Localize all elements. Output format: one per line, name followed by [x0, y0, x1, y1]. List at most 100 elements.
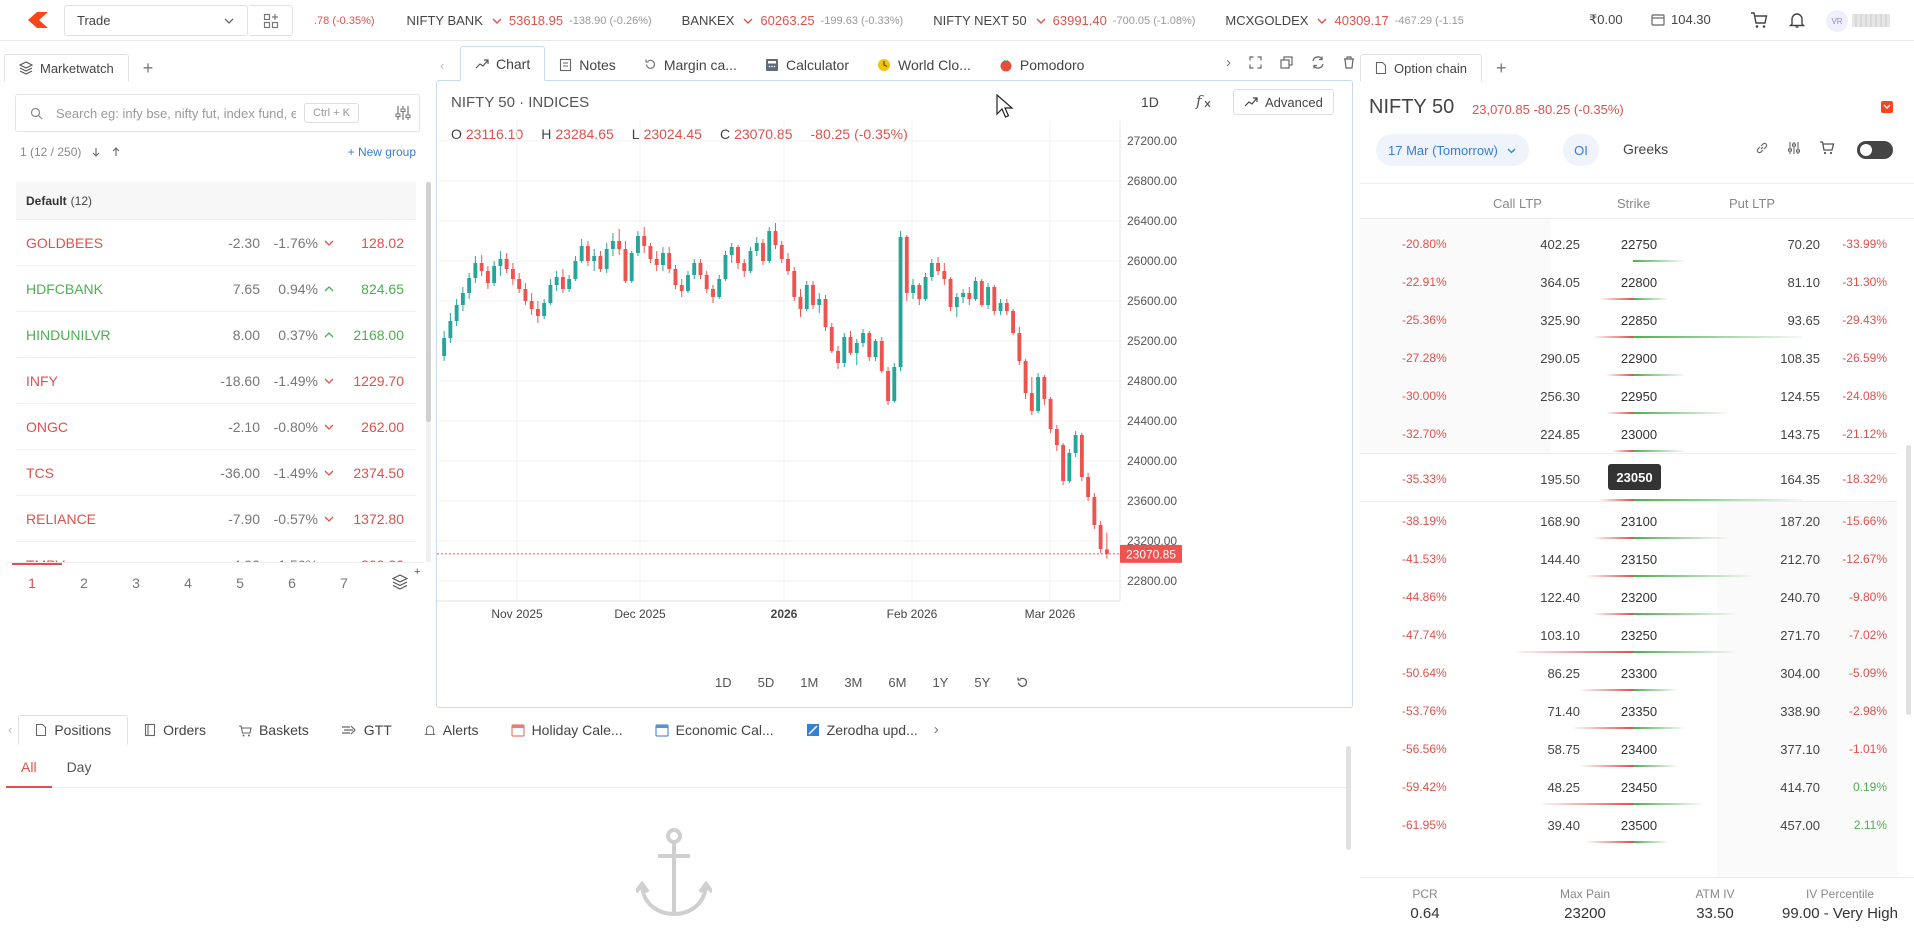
option-chain-row[interactable]: -41.53% 144.40 23150 212.70 -12.67%: [1360, 540, 1897, 578]
watchlist-row[interactable]: GOLDBEES -2.30 -1.76% 128.02: [16, 220, 416, 266]
option-chain-row[interactable]: -50.64% 86.25 23300 304.00 -5.09%: [1360, 654, 1897, 692]
watchlist-group-header[interactable]: Default (12): [16, 182, 416, 220]
advanced-chart-button[interactable]: Advanced: [1233, 89, 1334, 115]
option-chain-row[interactable]: -53.76% 71.40 23350 338.90 -2.98%: [1360, 692, 1897, 730]
watchlist-row[interactable]: ONGC -2.10 -0.80% 262.00: [16, 404, 416, 450]
bell-icon[interactable]: [1788, 11, 1806, 29]
user-id-redacted[interactable]: [1852, 14, 1890, 27]
tab-zerodha-updates[interactable]: Zerodha upd...: [790, 715, 934, 745]
positions-scrollbar[interactable]: [1346, 746, 1351, 850]
tab-economic-calendar[interactable]: Economic Cal...: [639, 715, 790, 745]
search-input[interactable]: [56, 105, 296, 121]
period-1y[interactable]: 1Y: [932, 675, 949, 690]
page-1[interactable]: 1: [28, 574, 36, 591]
add-tab-button[interactable]: +: [142, 57, 154, 78]
tab-notes[interactable]: Notes: [545, 48, 630, 81]
margin-balance[interactable]: 104.30: [1651, 12, 1711, 27]
indicators-fx-icon[interactable]: f: [1194, 91, 1214, 111]
search-bar[interactable]: Ctrl + K: [15, 94, 420, 132]
period-3m[interactable]: 3M: [844, 675, 863, 690]
link-icon[interactable]: [1755, 141, 1769, 155]
trash-icon[interactable]: [1343, 56, 1355, 69]
arrow-up-icon[interactable]: [111, 147, 121, 157]
tab-option-chain[interactable]: Option chain: [1360, 54, 1482, 82]
orange-badge-icon[interactable]: [1880, 100, 1894, 114]
reset-icon[interactable]: [1016, 676, 1029, 689]
watchlist-row[interactable]: HDFCBANK 7.65 0.94% 824.65: [16, 266, 416, 312]
tab-alerts[interactable]: Alerts: [408, 715, 495, 745]
avatar[interactable]: VR: [1826, 10, 1848, 32]
new-group-button[interactable]: + New group: [347, 145, 416, 159]
option-chain-row[interactable]: -20.80% 402.25 22750 70.20 -33.99%: [1360, 225, 1897, 263]
option-chain-row[interactable]: -59.42% 48.25 23450 414.70 0.19%: [1360, 768, 1897, 806]
option-chain-row[interactable]: -30.00% 256.30 22950 124.55 -24.08%: [1360, 377, 1897, 415]
scroll-left-icon[interactable]: ‹: [8, 722, 13, 737]
candlestick-chart[interactable]: 27200.00 26800.00 26400.00 26000.00 25600.00…: [437, 121, 1352, 656]
cart-icon[interactable]: [1750, 11, 1768, 29]
tab-positions[interactable]: Positions: [18, 715, 129, 745]
option-chain-scrollbar[interactable]: [1906, 445, 1911, 715]
watchlist-row[interactable]: INFY -18.60 -1.49% 1229.70: [16, 358, 416, 404]
option-chain-row[interactable]: -32.70% 224.85 23000 143.75 -21.12%: [1360, 415, 1897, 453]
ticker-item[interactable]: NIFTY NEXT 50 63991.40 -700.05 (-1.08%): [933, 13, 1196, 28]
expiry-select[interactable]: 17 Mar (Tomorrow): [1376, 134, 1529, 166]
option-chain-row[interactable]: -56.56% 58.75 23400 377.10 -1.01%: [1360, 730, 1897, 768]
subtab-all[interactable]: All: [6, 746, 52, 788]
watchlist-row[interactable]: TCS -36.00 -1.49% 2374.50: [16, 450, 416, 496]
tab-world-clock[interactable]: World Clo...: [863, 48, 985, 81]
layout-toggle-button[interactable]: [250, 5, 293, 36]
page-6[interactable]: 6: [288, 574, 296, 591]
watchlist-row[interactable]: HINDUNILVR 8.00 0.37% 2168.00: [16, 312, 416, 358]
period-1d[interactable]: 1D: [715, 675, 732, 690]
watchlist-scrollbar-thumb[interactable]: [426, 182, 431, 422]
tab-baskets[interactable]: Baskets: [222, 715, 325, 745]
option-chain-row[interactable]: -47.74% 103.10 23250 271.70 -7.02%: [1360, 616, 1897, 654]
option-chain-row[interactable]: -25.36% 325.90 22850 93.65 -29.43%: [1360, 301, 1897, 339]
add-watchlist-icon[interactable]: +: [414, 566, 421, 578]
option-chain-row[interactable]: -38.19% 168.90 23100 187.20 -15.66%: [1360, 502, 1897, 540]
tab-margin-calculator[interactable]: Margin ca...: [630, 48, 751, 81]
scroll-left-icon[interactable]: ‹: [440, 58, 445, 73]
kite-logo-icon[interactable]: [26, 11, 52, 29]
settings-sliders-icon[interactable]: [1787, 141, 1801, 155]
tab-gtt[interactable]: GTT: [325, 715, 408, 745]
page-2[interactable]: 2: [80, 574, 88, 591]
option-chain-row[interactable]: -27.28% 290.05 22900 108.35 -26.59%: [1360, 339, 1897, 377]
subtab-day[interactable]: Day: [66, 758, 92, 775]
period-5y[interactable]: 5Y: [974, 675, 991, 690]
sliders-icon[interactable]: [395, 105, 411, 121]
ticker-item[interactable]: NIFTY BANK 53618.95 -138.90 (-0.26%): [406, 13, 652, 28]
swap-icon[interactable]: [1311, 56, 1325, 69]
mode-select[interactable]: Trade: [64, 5, 248, 36]
option-chain-row[interactable]: -44.86% 122.40 23200 240.70 -9.80%: [1360, 578, 1897, 616]
option-chain-row-atm[interactable]: -35.33% 195.50 23050 164.35 -18.32%: [1360, 453, 1897, 502]
option-chain-row[interactable]: -61.95% 39.40 23500 457.00 2.11%: [1360, 806, 1897, 844]
page-4[interactable]: 4: [184, 574, 192, 591]
cart-icon[interactable]: [1819, 140, 1835, 155]
page-3[interactable]: 3: [132, 574, 140, 591]
interval-selector[interactable]: 1D: [1141, 94, 1159, 110]
funds-balance[interactable]: ₹0.00: [1589, 12, 1623, 27]
tab-orders[interactable]: Orders: [128, 715, 222, 745]
scroll-right-icon[interactable]: ›: [1226, 54, 1231, 71]
tab-marketwatch[interactable]: Marketwatch: [4, 54, 129, 82]
oi-toggle[interactable]: OI: [1563, 134, 1599, 166]
ticker-item[interactable]: BANKEX 60263.25 -199.63 (-0.33%): [681, 13, 904, 28]
layers-icon[interactable]: [392, 574, 408, 590]
option-chain-row[interactable]: -22.91% 364.05 22800 81.10 -31.30%: [1360, 263, 1897, 301]
period-1m[interactable]: 1M: [800, 675, 819, 690]
tab-calculator[interactable]: Calculator: [751, 48, 863, 81]
tab-pomodoro[interactable]: Pomodoro: [985, 48, 1099, 81]
copy-icon[interactable]: [1280, 56, 1293, 69]
tab-chart[interactable]: Chart: [460, 46, 546, 81]
page-7[interactable]: 7: [340, 574, 348, 591]
option-chain-toggle-switch[interactable]: [1857, 141, 1893, 159]
watchlist-row[interactable]: TMPV -4.90 -1.56% 309.20: [16, 542, 416, 562]
arrow-down-icon[interactable]: [91, 147, 101, 157]
expand-icon[interactable]: [1249, 56, 1262, 69]
tab-holiday-calendar[interactable]: Holiday Cale...: [495, 715, 639, 745]
period-5d[interactable]: 5D: [757, 675, 775, 690]
period-6m[interactable]: 6M: [888, 675, 907, 690]
greeks-toggle[interactable]: Greeks: [1623, 141, 1669, 157]
watchlist-row[interactable]: RELIANCE -7.90 -0.57% 1372.80: [16, 496, 416, 542]
